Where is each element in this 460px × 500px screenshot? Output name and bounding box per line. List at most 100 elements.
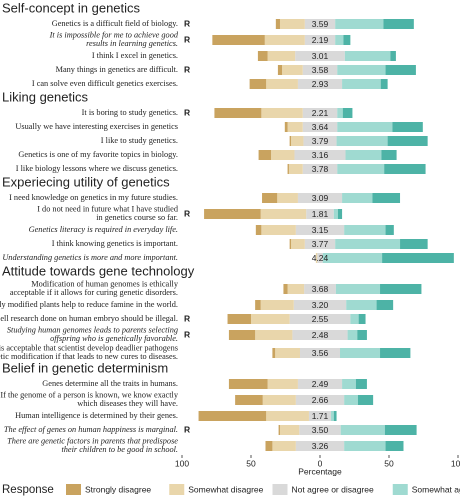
mean-label: 3.79 (312, 136, 329, 146)
bar-segment (282, 65, 303, 75)
bar-segment (337, 65, 386, 75)
item-label: The effect of genes on human happiness i… (4, 425, 178, 434)
legend-label: Not agree or disagree (292, 484, 374, 494)
mean-label: 2.48 (312, 330, 329, 340)
bar-segment (261, 108, 303, 118)
bar-segment (255, 225, 262, 235)
bar-segment (345, 150, 382, 160)
bar-segment (266, 79, 298, 89)
mean-label: 3.59 (312, 19, 329, 29)
bar-segment (275, 19, 280, 29)
section-heading: Self-concept in genetics (2, 0, 141, 15)
legend-swatch (272, 484, 288, 495)
mean-label: 3.09 (312, 193, 329, 203)
bar-segment (380, 348, 411, 358)
reverse-tag: R (184, 107, 190, 117)
item-label: There are genetic factors in parents tha… (7, 437, 178, 446)
bar-segment (344, 51, 391, 61)
bar-segment (385, 65, 416, 75)
mean-label: 2.66 (312, 395, 329, 405)
bar-segment (337, 209, 343, 219)
mean-label: 3.68 (312, 284, 329, 294)
bar-segment (385, 225, 394, 235)
legend-title: Response (2, 484, 54, 496)
bar-segment (304, 284, 336, 294)
mean-label: 3.78 (312, 164, 329, 174)
bar-segment (297, 379, 343, 389)
bar-segment (384, 164, 426, 174)
bar-segment (272, 348, 276, 358)
bar-segment (337, 164, 385, 174)
bar-segment (303, 136, 337, 146)
bar-segment (340, 348, 381, 358)
mean-label: 3.16 (312, 150, 329, 160)
item-label: I need knowledge on genetics in my futur… (9, 193, 178, 202)
mean-label: 3.77 (312, 239, 329, 249)
x-axis-label: Percentage (298, 466, 342, 476)
item-label: Genetics is one of my favorite topics in… (18, 150, 178, 159)
bar-segment (308, 411, 332, 421)
bar-segment (284, 122, 288, 132)
item-label: I like to study genetics. (101, 136, 178, 145)
bar-segment (340, 425, 385, 435)
bar-segment (299, 348, 341, 358)
item-label: which diseases they will have. (77, 399, 178, 408)
bar-segment (291, 136, 304, 146)
legend-label: Strongly disagree (85, 484, 151, 494)
bar-segment (302, 164, 338, 174)
bar-segment (342, 79, 381, 89)
bar-segment (344, 441, 386, 451)
mean-label: 2.55 (312, 314, 329, 324)
bar-segment (204, 209, 261, 219)
bar-segment (283, 284, 288, 294)
bar-segment (344, 395, 358, 405)
bar-segment (382, 253, 454, 263)
bar-segment (342, 193, 373, 203)
bar-segment (306, 209, 334, 219)
item-label: Usually we have interesting exercises in… (15, 122, 178, 131)
section-heading: Liking genetics (2, 89, 88, 104)
bar-segment (297, 193, 343, 203)
bar-segment (288, 164, 303, 174)
bar-segment (302, 108, 338, 118)
reverse-tag: R (184, 34, 190, 44)
bar-segment (292, 330, 348, 340)
bar-segment (249, 79, 267, 89)
bar-segment (266, 411, 309, 421)
bar-segment (335, 19, 384, 29)
bar-segment (257, 51, 268, 61)
item-label: I can solve even difficult genetics exer… (32, 79, 178, 88)
bar-segment (228, 379, 268, 389)
bar-segment (315, 253, 318, 263)
bar-segment (279, 19, 305, 29)
bar-segment (295, 225, 345, 235)
bar-segment (331, 411, 334, 421)
bar-segment (277, 65, 283, 75)
item-label: If the genome of a person is known, we k… (0, 391, 178, 400)
bar-segment (289, 314, 351, 324)
bar-segment (322, 253, 383, 263)
mean-label: 1.71 (312, 411, 329, 421)
bar-segment (381, 150, 397, 160)
item-label: Genes determine all the traits in humans… (42, 379, 178, 388)
bar-segment (235, 395, 263, 405)
reverse-tag: R (184, 313, 190, 323)
bar-segment (289, 136, 292, 146)
mean-label: 2.19 (312, 35, 329, 45)
bar-segment (342, 108, 353, 118)
bar-segment (267, 379, 298, 389)
item-label: Genetics is a difficult field of biology… (52, 19, 178, 28)
item-label: Stem cell research done on human embryo … (0, 314, 178, 323)
legend-swatch (66, 484, 81, 495)
bar-segment (337, 108, 343, 118)
bar-segment (343, 35, 351, 45)
bar-segment (271, 150, 295, 160)
mean-label: 3.26 (312, 441, 329, 451)
x-tick-label: 50 (246, 458, 256, 468)
item-label: Human intelligence is determined by thei… (15, 411, 178, 420)
bar-segment (260, 209, 307, 219)
bar-segment (350, 314, 359, 324)
bar-segment (228, 330, 256, 340)
section-heading: Experiecing utility of genetics (2, 174, 170, 189)
bar-segment (385, 441, 404, 451)
